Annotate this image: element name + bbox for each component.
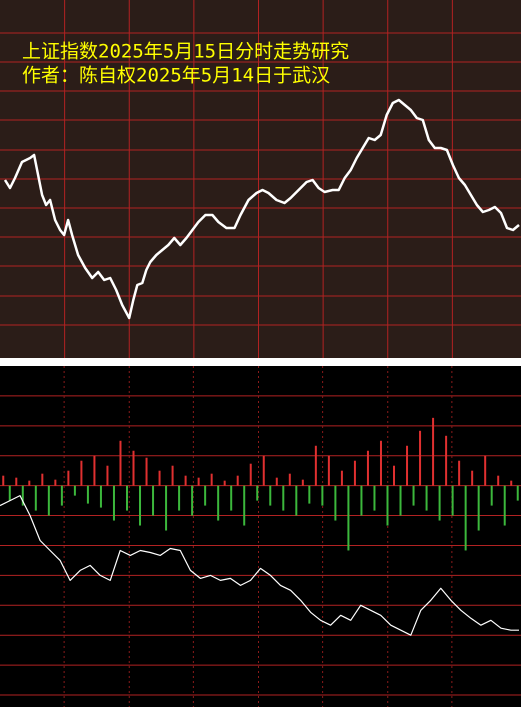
volume-bar bbox=[393, 465, 396, 486]
volume-bar bbox=[152, 485, 155, 516]
volume-bar bbox=[2, 475, 5, 486]
volume-bar bbox=[347, 485, 350, 551]
volume-bar bbox=[406, 445, 409, 486]
volume-bar bbox=[366, 450, 369, 486]
volume-bar bbox=[47, 485, 50, 516]
price-line bbox=[0, 495, 519, 636]
volume-bar bbox=[412, 485, 415, 506]
volume-bar bbox=[249, 463, 252, 486]
volume-bar bbox=[21, 485, 24, 506]
volume-bar bbox=[93, 455, 96, 486]
volume-bar bbox=[158, 470, 161, 486]
volume-bar bbox=[340, 470, 343, 486]
volume-bar bbox=[34, 485, 37, 511]
volume-bar bbox=[275, 477, 278, 486]
volume-bar bbox=[308, 485, 311, 504]
volume-bar bbox=[210, 473, 213, 486]
volume-bar bbox=[497, 475, 500, 486]
volume-bar bbox=[197, 477, 200, 486]
volume-bar bbox=[171, 465, 174, 486]
volume-bar bbox=[373, 485, 376, 511]
volume-bar bbox=[438, 485, 441, 521]
panel-background bbox=[0, 366, 521, 707]
volume-bar bbox=[106, 465, 109, 486]
volume-bar bbox=[184, 475, 187, 486]
volume-bar bbox=[80, 460, 83, 486]
volume-bar bbox=[471, 470, 474, 486]
volume-bar bbox=[399, 485, 402, 516]
volume-bar bbox=[510, 480, 513, 486]
volume-bar bbox=[217, 485, 220, 521]
volume-bar bbox=[230, 485, 233, 511]
volume-bar bbox=[178, 485, 181, 511]
volume-bar bbox=[165, 485, 168, 531]
volume-bar bbox=[191, 485, 194, 516]
volume-bar bbox=[28, 480, 31, 486]
volume-bar bbox=[516, 485, 519, 501]
volume-bar bbox=[41, 473, 44, 486]
volume-bar bbox=[425, 485, 428, 511]
volume-bar bbox=[484, 455, 487, 486]
volume-bar bbox=[288, 473, 291, 486]
volume-bar bbox=[67, 470, 70, 486]
volume-bar bbox=[60, 485, 63, 506]
volume-bar bbox=[477, 485, 480, 531]
volume-bar bbox=[73, 485, 76, 496]
volume-bar bbox=[256, 485, 259, 501]
chart-subtitle: 作者：陈自权2025年5月14日于武汉 bbox=[22, 65, 330, 87]
volume-bar bbox=[204, 485, 207, 506]
volume-bar bbox=[269, 485, 272, 506]
volume-bar bbox=[119, 440, 122, 486]
volume-bar bbox=[132, 450, 135, 486]
volume-bar bbox=[379, 440, 382, 486]
volume-bar bbox=[419, 430, 422, 486]
volume-bar bbox=[15, 477, 18, 486]
volume-bar bbox=[243, 485, 246, 526]
chart-title: 上证指数2025年5月15日分时走势研究 bbox=[22, 41, 349, 63]
volume-bar bbox=[125, 485, 128, 511]
volume-bar bbox=[301, 479, 304, 486]
volume-bar bbox=[334, 485, 337, 521]
volume-bar bbox=[99, 485, 102, 508]
volume-bar bbox=[139, 485, 142, 526]
volume-bar bbox=[451, 485, 454, 516]
volume-bar bbox=[503, 485, 506, 526]
volume-bar bbox=[464, 485, 467, 551]
volume-bar bbox=[282, 485, 285, 511]
volume-bar bbox=[86, 485, 89, 504]
volume-bar bbox=[145, 457, 148, 486]
volume-bar bbox=[445, 435, 448, 486]
volume-bar bbox=[295, 485, 298, 516]
volume-bar bbox=[360, 485, 363, 516]
volume-bar bbox=[262, 455, 265, 486]
volume-bar bbox=[432, 417, 435, 486]
volume-bar bbox=[8, 485, 11, 501]
volume-bar bbox=[223, 480, 226, 486]
volume-bar bbox=[327, 455, 330, 486]
volume-bar bbox=[54, 479, 57, 486]
volume-bar bbox=[321, 485, 324, 506]
volume-bar bbox=[458, 460, 461, 486]
volume-bar bbox=[314, 445, 317, 486]
volume-bar bbox=[386, 485, 389, 526]
price-line bbox=[3, 98, 520, 320]
volume-bar bbox=[236, 475, 239, 486]
volume-bar bbox=[112, 485, 115, 521]
volume-bar bbox=[353, 460, 356, 486]
volume-bar bbox=[490, 485, 493, 506]
